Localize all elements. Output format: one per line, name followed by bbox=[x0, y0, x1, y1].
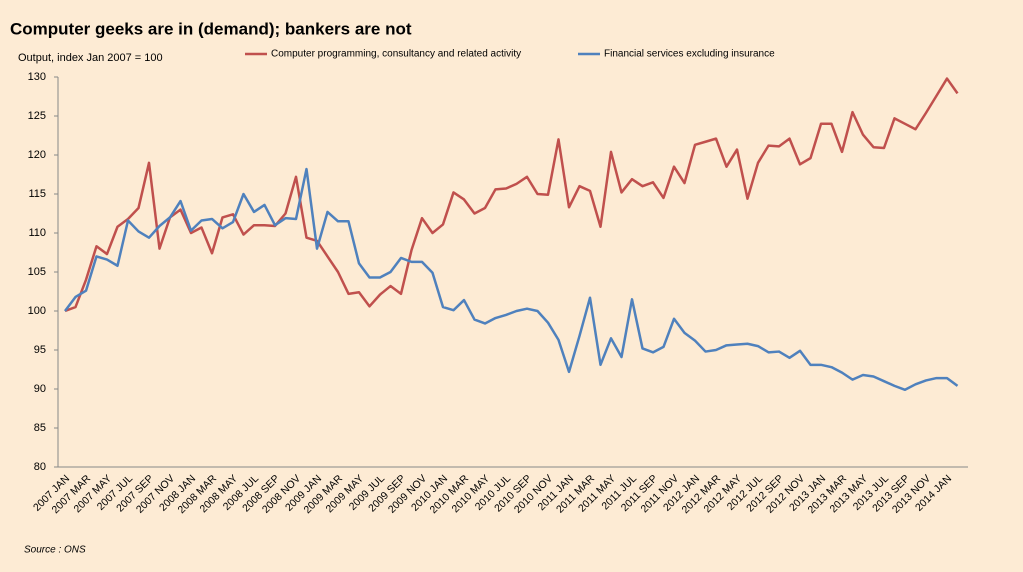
y-tick-label: 80 bbox=[34, 461, 46, 473]
y-tick-label: 125 bbox=[28, 110, 46, 122]
y-tick-label: 85 bbox=[34, 422, 46, 434]
legend-label: Computer programming, consultancy and re… bbox=[271, 49, 521, 60]
y-tick-label: 105 bbox=[28, 266, 46, 278]
y-tick-label: 100 bbox=[28, 305, 46, 317]
y-tick-label: 110 bbox=[28, 227, 46, 239]
y-tick-label: 120 bbox=[28, 149, 46, 161]
y-tick-label: 95 bbox=[34, 344, 46, 356]
chart-title: Computer geeks are in (demand); bankers … bbox=[10, 19, 412, 38]
y-axis-label: Output, index Jan 2007 = 100 bbox=[18, 52, 163, 64]
series-line bbox=[63, 167, 959, 392]
series-line bbox=[64, 77, 959, 313]
y-tick-label: 115 bbox=[28, 188, 46, 200]
y-tick-label: 90 bbox=[34, 383, 46, 395]
y-tick-label: 130 bbox=[28, 71, 46, 83]
source: Source : ONS bbox=[24, 545, 86, 556]
legend-label: Financial services excluding insurance bbox=[604, 49, 775, 60]
